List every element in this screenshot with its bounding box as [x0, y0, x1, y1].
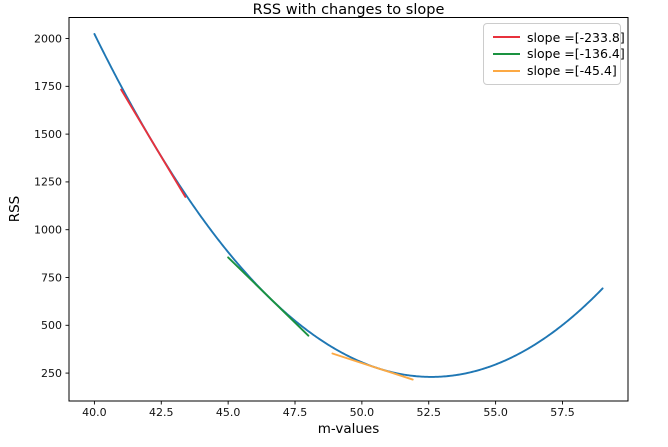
x-tick-label: 45.0	[216, 406, 241, 419]
tangent-line-2	[331, 352, 414, 381]
legend-item: slope =[-45.4]	[493, 63, 617, 78]
rss-curve	[93, 32, 604, 378]
axes-frame	[68, 17, 629, 402]
legend-item: slope =[-233.8]	[493, 30, 625, 45]
x-tick-label: 52.5	[416, 406, 441, 419]
y-tick-label: 750	[41, 271, 62, 284]
y-tick-label: 250	[41, 367, 62, 380]
x-tick-label: 40.0	[82, 406, 107, 419]
legend-label: slope =[-233.8]	[527, 29, 625, 45]
legend-line-swatch-orange	[493, 69, 520, 72]
x-tick-label: 42.5	[149, 406, 174, 419]
x-tick-label: 50.0	[350, 406, 375, 419]
x-tick-label: 57.5	[550, 406, 575, 419]
legend-label: slope =[-45.4]	[527, 63, 617, 79]
y-tick-label: 1500	[34, 128, 62, 141]
legend-item: slope =[-136.4]	[493, 46, 625, 61]
tangent-line-1	[227, 256, 310, 337]
legend-line-swatch-green	[493, 52, 520, 55]
chart-title: RSS with changes to slope	[252, 2, 445, 18]
x-tick-label: 55.0	[483, 406, 508, 419]
y-tick-label: 1000	[34, 224, 62, 237]
y-tick-label: 2000	[34, 32, 62, 45]
x-axis-label: m-values	[317, 421, 380, 437]
y-tick-label: 1250	[34, 176, 62, 189]
y-tick-label: 500	[41, 319, 62, 332]
tangent-line-0	[120, 88, 187, 198]
legend-line-swatch-red	[493, 36, 520, 39]
legend-label: slope =[-136.4]	[527, 46, 625, 62]
x-tick-label: 47.5	[283, 406, 308, 419]
y-tick-label: 1750	[34, 80, 62, 93]
legend: slope =[-233.8] slope =[-136.4] slope =[…	[483, 23, 625, 85]
